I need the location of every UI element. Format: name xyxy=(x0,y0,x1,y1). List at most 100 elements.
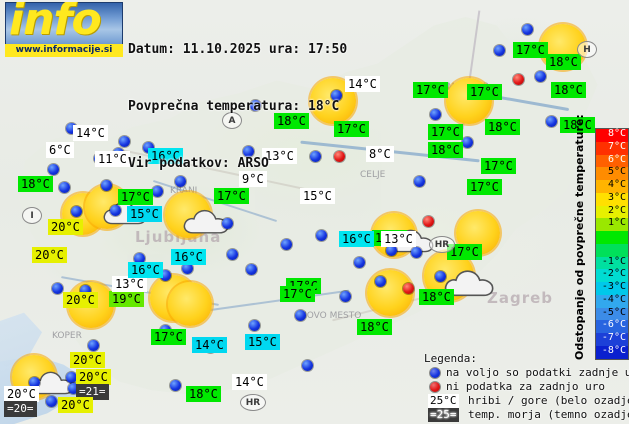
mountain-temperature-label: 13°C xyxy=(381,231,416,247)
station-marker-ok[interactable] xyxy=(354,257,365,268)
station-marker-ok[interactable] xyxy=(46,396,57,407)
legend-item: ni podatka za zadnjo uro xyxy=(424,380,629,394)
station-marker-ok[interactable] xyxy=(281,239,292,250)
station-marker-ok[interactable] xyxy=(68,383,79,394)
temperature-label: 16°C xyxy=(128,262,163,278)
color-scale-step: 3°C xyxy=(596,191,628,206)
station-marker-ok[interactable] xyxy=(246,264,257,275)
station-marker-ok[interactable] xyxy=(88,340,99,351)
station-marker-ok[interactable] xyxy=(375,276,386,287)
legend-item: na voljo so podatki zadnje ure xyxy=(424,366,629,380)
station-marker-ok[interactable] xyxy=(546,116,557,127)
temperature-label: 17°C xyxy=(513,42,548,58)
station-marker-ok[interactable] xyxy=(29,377,40,388)
station-marker-ok[interactable] xyxy=(386,245,397,256)
temperature-label: 17°C xyxy=(334,121,369,137)
station-marker-ok[interactable] xyxy=(119,136,130,147)
station-marker-no-data[interactable] xyxy=(334,151,345,162)
country-code-marker: HR xyxy=(429,236,455,253)
station-marker-ok[interactable] xyxy=(340,291,351,302)
station-marker-ok[interactable] xyxy=(295,310,306,321)
station-marker-ok[interactable] xyxy=(110,205,121,216)
color-scale-step-label: 8°C xyxy=(607,128,626,139)
station-marker-ok[interactable] xyxy=(430,109,441,120)
station-marker-ok[interactable] xyxy=(134,253,145,264)
station-marker-ok[interactable] xyxy=(222,218,233,229)
station-marker-ok[interactable] xyxy=(160,270,171,281)
color-scale-step: -1°C xyxy=(596,256,628,270)
mountain-temperature-label: 14°C xyxy=(232,374,267,390)
temperature-label: 17°C xyxy=(447,244,482,260)
station-marker-ok[interactable] xyxy=(310,151,321,162)
station-marker-ok[interactable] xyxy=(494,45,505,56)
station-marker-ok[interactable] xyxy=(414,176,425,187)
temperature-label: 17°C xyxy=(118,189,153,205)
temperature-label: 17°C xyxy=(151,329,186,345)
color-scale-step: 6°C xyxy=(596,153,628,168)
station-marker-ok[interactable] xyxy=(152,186,163,197)
station-marker-ok[interactable] xyxy=(243,146,254,157)
color-scale-step-label: 7°C xyxy=(607,140,626,152)
color-scale-step: -8°C xyxy=(596,345,628,359)
logo-wordmark: info xyxy=(9,2,102,45)
temperature-label: 15°C xyxy=(127,206,162,222)
city-label: Zagreb xyxy=(487,289,554,307)
station-marker-ok[interactable] xyxy=(71,206,82,217)
mountain-temperature-label: 8°C xyxy=(366,146,394,162)
station-marker-ok[interactable] xyxy=(250,100,261,111)
station-marker-ok[interactable] xyxy=(48,164,59,175)
color-scale-step-label: 6°C xyxy=(607,153,626,165)
station-marker-ok[interactable] xyxy=(66,123,77,134)
station-marker-ok[interactable] xyxy=(462,137,473,148)
legend-title: Legenda: xyxy=(424,352,477,365)
color-scale-step-label: 3°C xyxy=(607,191,626,203)
temperature-label: 18°C xyxy=(546,54,581,70)
station-marker-ok[interactable] xyxy=(143,142,154,153)
temperature-label: 20°C xyxy=(63,292,98,308)
color-scale-step-label: 5°C xyxy=(607,166,626,178)
station-marker-ok[interactable] xyxy=(227,249,238,260)
station-marker-ok[interactable] xyxy=(66,372,77,383)
color-scale-step: -7°C xyxy=(596,332,628,347)
mountain-temperature-label: 14°C xyxy=(345,76,380,92)
temperature-label: 17°C xyxy=(467,179,502,195)
station-marker-ok[interactable] xyxy=(182,263,193,274)
temperature-label: 16°C xyxy=(148,148,183,164)
country-code-marker: A xyxy=(222,112,242,129)
station-marker-ok[interactable] xyxy=(249,320,260,331)
color-scale-title: Odstopanje od povprečne temperature: xyxy=(573,114,586,360)
header-date-time: Datum: 11.10.2025 ura: 17:50 xyxy=(128,42,348,57)
station-marker-ok[interactable] xyxy=(302,360,313,371)
color-scale-step: -4°C xyxy=(596,294,628,308)
station-marker-ok[interactable] xyxy=(522,24,533,35)
station-marker-no-data[interactable] xyxy=(513,74,524,85)
temperature-label: 20°C xyxy=(32,247,67,263)
temperature-label: 16°C xyxy=(339,231,374,247)
legend-rows: na voljo so podatki zadnje ure ni podatka… xyxy=(424,366,629,422)
sun-icon xyxy=(168,282,212,326)
header-data-source: Vir podatkov: ARSO xyxy=(128,156,269,171)
station-marker-ok[interactable] xyxy=(170,380,181,391)
legend-item-text: na voljo so podatki zadnje ure xyxy=(446,366,629,379)
station-marker-no-data[interactable] xyxy=(403,283,414,294)
station-marker-ok[interactable] xyxy=(316,230,327,241)
station-marker-ok[interactable] xyxy=(535,71,546,82)
color-scale-step: 1°C xyxy=(596,217,628,232)
station-marker-ok[interactable] xyxy=(411,247,422,258)
station-marker-ok[interactable] xyxy=(101,180,112,191)
mountain-temperature-label: 13°C xyxy=(262,148,297,164)
mountain-temperature-label: 6°C xyxy=(46,142,74,158)
station-marker-ok[interactable] xyxy=(331,90,342,101)
station-marker-no-data[interactable] xyxy=(423,216,434,227)
temperature-label: 18°C xyxy=(274,113,309,129)
station-marker-ok[interactable] xyxy=(435,271,446,282)
temperature-label: 18°C xyxy=(186,386,221,402)
color-scale-step-label: -7°C xyxy=(601,332,626,344)
station-marker-ok[interactable] xyxy=(80,285,91,296)
station-marker-ok[interactable] xyxy=(52,283,63,294)
site-logo[interactable]: info www.informacije.si xyxy=(5,2,123,57)
color-scale-step-label: -8°C xyxy=(601,345,626,357)
station-marker-ok[interactable] xyxy=(59,182,70,193)
station-marker-ok[interactable] xyxy=(175,176,186,187)
